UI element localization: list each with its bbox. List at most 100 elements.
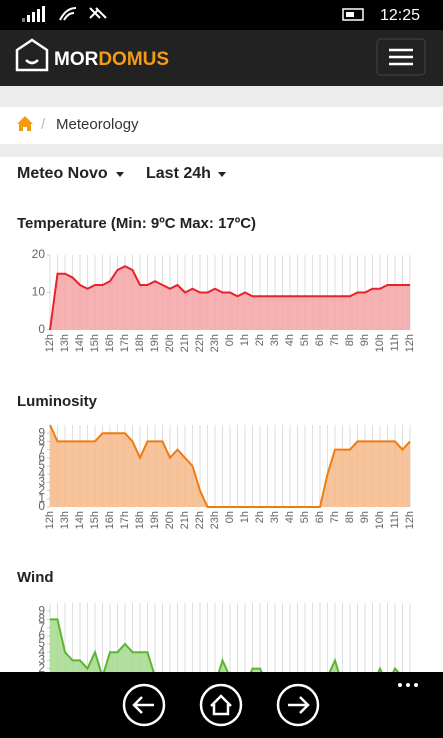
x-tick-label: 9h	[359, 334, 371, 346]
x-tick-label: 17h	[119, 334, 131, 352]
x-tick-label: 22h	[194, 334, 206, 352]
y-tick-label: 20	[32, 247, 46, 261]
battery-level	[346, 12, 354, 17]
app-bar	[0, 672, 443, 738]
y-tick-label: 7	[38, 620, 45, 634]
x-tick-label: 12h	[404, 334, 416, 352]
x-tick-label: 13h	[59, 511, 71, 529]
y-tick-label: 6	[38, 628, 45, 642]
area-fill	[50, 425, 410, 507]
x-tick-label: 17h	[119, 511, 131, 529]
y-tick-label: 5	[38, 636, 45, 650]
area-fill	[50, 619, 410, 685]
y-tick-label: 4	[38, 644, 45, 658]
y-tick-label: 4	[38, 466, 45, 480]
x-tick-label: 11h	[389, 511, 401, 529]
back-button[interactable]	[122, 683, 166, 727]
x-tick-label: 4h	[284, 511, 296, 523]
x-tick-label: 2h	[254, 334, 266, 346]
y-tick-label: 9	[38, 425, 45, 439]
menu-icon	[389, 48, 413, 66]
x-tick-label: 16h	[104, 334, 116, 352]
x-tick-label: 3h	[269, 511, 281, 523]
x-tick-label: 19h	[149, 334, 161, 352]
breadcrumb-separator: /	[41, 116, 46, 133]
x-tick-label: 20h	[164, 511, 176, 529]
x-tick-label: 18h	[134, 511, 146, 529]
chart-title: Wind	[17, 569, 54, 586]
y-tick-label: 7	[38, 442, 45, 456]
x-tick-label: 14h	[74, 511, 86, 529]
x-tick-label: 15h	[89, 334, 101, 352]
battery-icon	[342, 8, 364, 21]
x-tick-label: 2h	[254, 511, 266, 523]
x-tick-label: 5h	[299, 334, 311, 346]
y-tick-label: 5	[38, 458, 45, 472]
x-tick-label: 10h	[374, 334, 386, 352]
x-tick-label: 6h	[314, 334, 326, 346]
brand: MORDOMUS	[54, 49, 169, 70]
back-icon	[132, 696, 154, 714]
x-tick-label: 12h	[404, 511, 416, 529]
x-tick-label: 6h	[314, 511, 326, 523]
y-tick-label: 2	[38, 483, 45, 497]
logo-icon	[15, 38, 49, 72]
line	[49, 424, 411, 508]
x-tick-label: 3h	[269, 334, 281, 346]
forward-icon	[288, 696, 310, 714]
status-time: 12:25	[380, 7, 420, 24]
home-button[interactable]	[199, 683, 243, 727]
breadcrumb-bar	[0, 107, 443, 144]
x-tick-label: 21h	[179, 511, 191, 529]
x-tick-label: 16h	[104, 511, 116, 529]
y-tick-label: 1	[38, 491, 45, 505]
period-dropdown[interactable]: Last 24h	[146, 165, 211, 182]
x-tick-label: 4h	[284, 334, 296, 346]
x-tick-label: 23h	[209, 334, 221, 352]
x-tick-label: 12h	[44, 511, 56, 529]
forward-button[interactable]	[276, 683, 320, 727]
x-tick-label: 8h	[344, 334, 356, 346]
brand-first: MOR	[54, 49, 99, 70]
dropdown-caret	[218, 172, 226, 177]
device-dropdown[interactable]: Meteo Novo	[17, 165, 108, 182]
y-tick-label: 6	[38, 450, 45, 464]
x-tick-label: 7h	[329, 334, 341, 346]
app-header	[0, 30, 443, 86]
y-tick-label: 8	[38, 612, 45, 626]
y-tick-label: 3	[38, 475, 45, 489]
x-tick-label: 21h	[179, 334, 191, 352]
brand-second: DOMUS	[98, 49, 169, 70]
chart-title: Temperature (Min: 9ºC Max: 17ºC)	[17, 215, 256, 232]
x-tick-label: 8h	[344, 511, 356, 523]
y-tick-label: 3	[38, 653, 45, 667]
x-tick-label: 0h	[224, 334, 236, 346]
x-tick-label: 1h	[239, 511, 251, 523]
y-tick-label: 0	[38, 499, 45, 513]
x-tick-label: 20h	[164, 334, 176, 352]
x-tick-label: 14h	[74, 334, 86, 352]
x-tick-label: 12h	[44, 334, 56, 352]
home-link[interactable]	[17, 116, 33, 131]
x-tick-label: 15h	[89, 511, 101, 529]
status-bar	[0, 0, 443, 30]
y-tick-label: 8	[38, 434, 45, 448]
breadcrumb-current: Meteorology	[56, 116, 139, 133]
network-icons	[59, 7, 107, 21]
chart-title: Luminosity	[17, 393, 98, 410]
x-tick-label: 7h	[329, 511, 341, 523]
x-tick-label: 0h	[224, 511, 236, 523]
x-tick-label: 1h	[239, 334, 251, 346]
x-tick-label: 10h	[374, 511, 386, 529]
area-fill	[50, 266, 410, 330]
dropdown-caret	[116, 172, 124, 177]
signal-icon	[22, 6, 45, 22]
more-button[interactable]	[398, 683, 418, 687]
y-tick-label: 0	[38, 322, 45, 336]
y-tick-label: 10	[32, 285, 46, 299]
x-tick-label: 19h	[149, 511, 161, 529]
y-tick-label: 9	[38, 603, 45, 617]
x-tick-label: 11h	[389, 334, 401, 352]
x-tick-label: 22h	[194, 511, 206, 529]
